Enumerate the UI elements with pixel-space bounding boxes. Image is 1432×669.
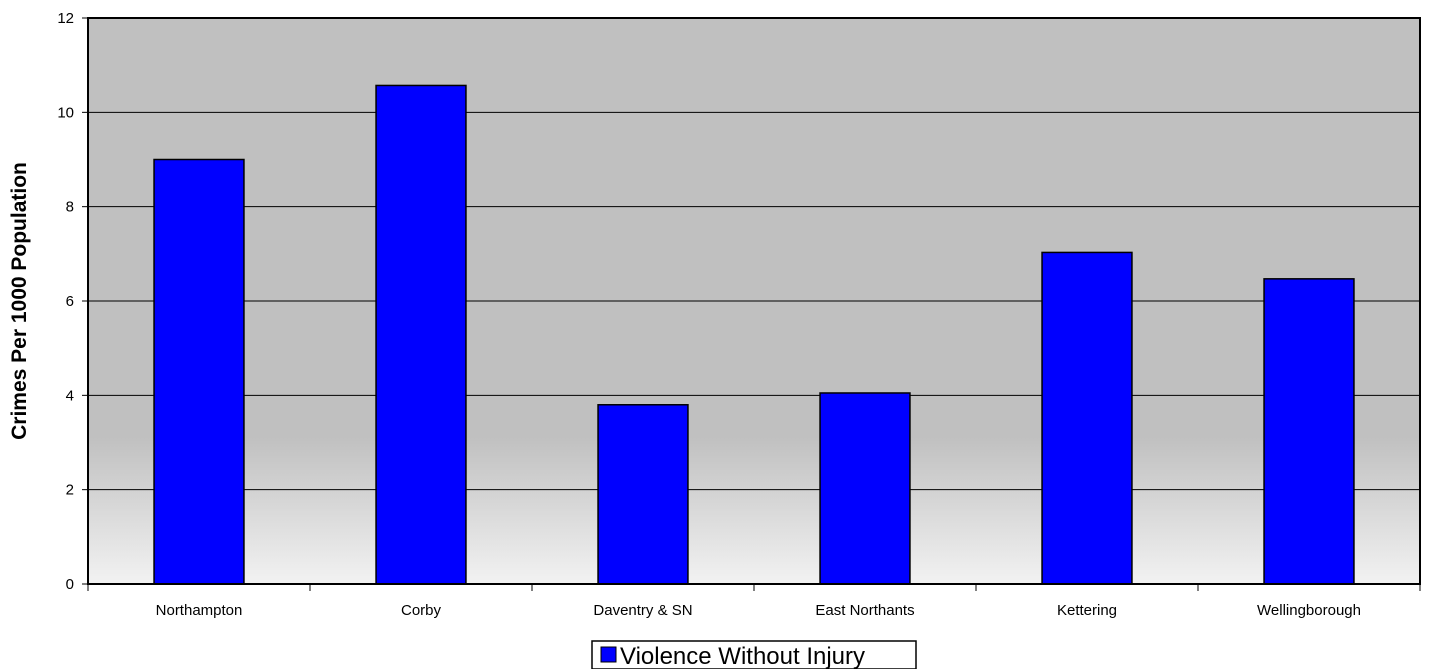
- x-tick-label: Kettering: [1057, 602, 1117, 619]
- y-tick-label: 12: [57, 10, 74, 27]
- y-tick-label: 6: [66, 293, 74, 310]
- y-axis-label: Crimes Per 1000 Population: [8, 162, 31, 440]
- x-tick-label: Northampton: [156, 602, 243, 619]
- x-tick-label: Daventry & SN: [593, 602, 692, 619]
- bar: [153, 158, 245, 585]
- gridlines: [88, 111, 1420, 491]
- x-tick-label: East Northants: [815, 602, 914, 619]
- bar: [819, 392, 911, 585]
- bar: [375, 84, 467, 585]
- legend: Violence Without Injury: [591, 640, 917, 669]
- x-axis: Northampton Corby Daventry & SN East Northa…: [87, 584, 1421, 619]
- y-tick-label: 0: [66, 576, 74, 593]
- y-tick-label: 8: [66, 199, 74, 216]
- bars: [153, 84, 1355, 585]
- y-tick-label: 10: [57, 104, 74, 121]
- legend-swatch: [600, 646, 617, 663]
- y-tick-label: 2: [66, 482, 74, 499]
- y-tick-label: 4: [66, 387, 74, 404]
- bar: [1263, 278, 1355, 585]
- bar: [1041, 251, 1133, 585]
- legend-box: [591, 640, 917, 669]
- x-tick-label: Corby: [401, 602, 442, 619]
- x-tick-label: Wellingborough: [1257, 602, 1361, 619]
- y-axis: 0 2 4 6 8 10 12: [57, 10, 88, 593]
- bar: [597, 404, 689, 585]
- legend-label: Violence Without Injury: [620, 643, 865, 669]
